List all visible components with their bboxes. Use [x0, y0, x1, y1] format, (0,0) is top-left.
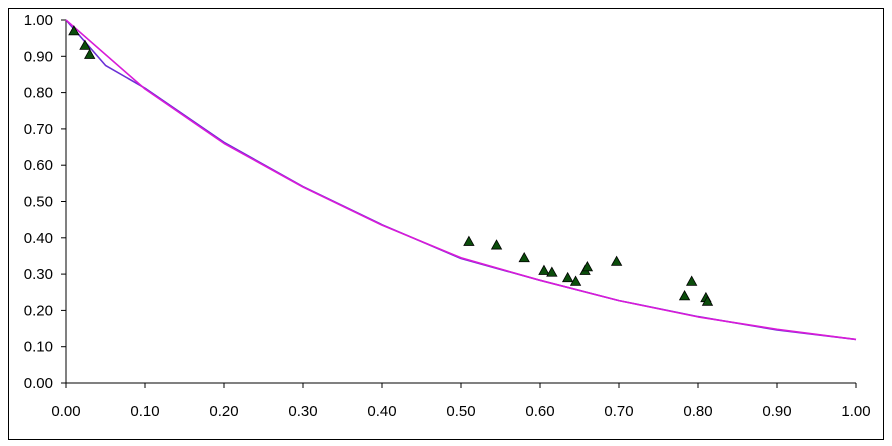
axes: 0.00 0.10 0.20 0.30 0.40 0.50 0.60 0.70 0.80 0.90… [24, 12, 871, 420]
data-point-triangle [610, 255, 623, 266]
y-tick-label: 0.30 [24, 266, 53, 283]
y-tick-label: 0.80 [24, 85, 53, 102]
y-tick-label: 0.90 [24, 48, 53, 65]
data-point-triangle [686, 275, 698, 286]
series-markers [68, 25, 714, 306]
x-tick-label: 1.00 [841, 403, 870, 420]
x-tick-label: 0.70 [604, 403, 633, 420]
y-tick-label: 0.20 [24, 302, 53, 319]
y-tick-label: 1.00 [24, 12, 53, 29]
data-point-triangle [79, 39, 91, 50]
data-point-triangle [538, 264, 550, 275]
x-tick-label: 0.30 [288, 403, 317, 420]
y-tick-label: 0.60 [24, 157, 53, 174]
data-point-triangle [68, 25, 80, 36]
x-tick-label: 0.60 [525, 403, 554, 420]
x-tick-label: 0.00 [51, 403, 80, 420]
data-point-triangle [546, 266, 558, 277]
x-tick-label: 0.20 [209, 403, 238, 420]
data-point-triangle [678, 290, 691, 301]
y-tick-label: 0.10 [24, 339, 53, 356]
y-tick-label: 0.00 [24, 375, 53, 392]
data-point-triangle [701, 295, 714, 306]
x-tick-label: 0.80 [683, 403, 712, 420]
series-lines [65, 19, 857, 341]
y-tick-label: 0.50 [24, 194, 53, 211]
y-ticks: 0.00 0.10 0.20 0.30 0.40 0.50 0.60 0.70 0.80 0.90… [24, 12, 66, 392]
series-line-2 [65, 19, 857, 341]
chart-frame [8, 8, 884, 440]
data-point-triangle [84, 48, 96, 59]
y-tick-label: 0.40 [24, 230, 53, 247]
x-tick-label: 0.90 [762, 403, 791, 420]
data-point-triangle [581, 261, 594, 272]
data-point-triangle [569, 275, 582, 286]
x-tick-label: 0.50 [446, 403, 475, 420]
data-point-triangle [518, 251, 530, 263]
x-ticks: 0.00 0.10 0.20 0.30 0.40 0.50 0.60 0.70 0.80 0.90… [51, 383, 871, 420]
x-tick-label: 0.40 [367, 403, 396, 420]
y-tick-label: 0.70 [24, 121, 53, 138]
series-line-1 [65, 19, 857, 341]
data-point-triangle [463, 235, 475, 246]
x-tick-label: 0.10 [130, 403, 159, 420]
data-point-triangle [490, 239, 503, 250]
data-point-triangle [561, 271, 574, 283]
